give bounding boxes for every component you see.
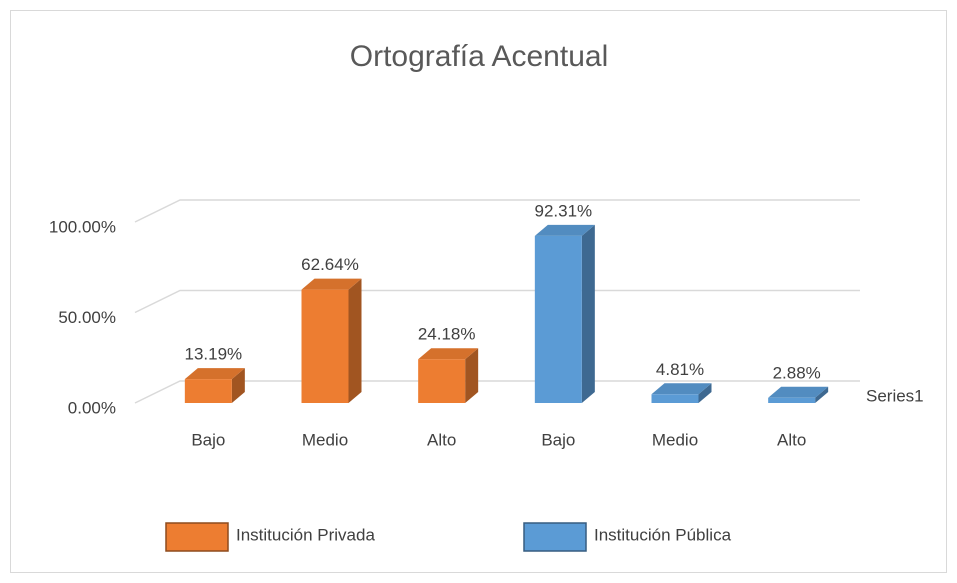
grid-line — [134, 289, 860, 314]
bar-side — [698, 383, 712, 403]
y-tick-label: 100.00% — [49, 217, 116, 236]
y-tick-label: 50.00% — [58, 308, 116, 327]
data-label: 62.64% — [301, 255, 359, 274]
x-tick-label: Alto — [427, 430, 456, 449]
legend-swatch — [165, 522, 229, 552]
grid-line — [134, 380, 860, 404]
bar — [184, 379, 232, 403]
x-tick-label: Medio — [652, 430, 698, 449]
bar — [651, 394, 699, 403]
bar-top — [768, 386, 829, 398]
bar-top — [301, 278, 362, 290]
bar-top — [534, 224, 595, 236]
legend-label: Institución Pública — [594, 525, 732, 544]
bar — [418, 359, 466, 403]
data-label: 4.81% — [656, 360, 704, 379]
data-label: 13.19% — [184, 345, 242, 364]
bar — [768, 397, 816, 403]
y-tick-label: 0.00% — [68, 398, 116, 417]
bar-top — [184, 368, 245, 380]
bar-side — [581, 224, 595, 403]
x-tick-label: Medio — [302, 430, 348, 449]
legend-swatch — [523, 522, 587, 552]
depth-label: Series1 — [866, 386, 924, 405]
bar-side — [231, 368, 245, 403]
grid-line — [134, 199, 860, 223]
legend-label: Institución Privada — [236, 525, 375, 544]
x-tick-label: Alto — [777, 430, 806, 449]
chart-title: Ortografía Acentual — [350, 40, 609, 73]
bar-side — [465, 348, 479, 403]
bar-top — [651, 383, 712, 395]
data-label: 2.88% — [773, 363, 821, 382]
bar-side — [348, 278, 362, 403]
data-label: 24.18% — [418, 325, 476, 344]
chart-border — [10, 10, 947, 573]
bar-top — [418, 348, 479, 360]
data-label: 92.31% — [534, 201, 592, 220]
x-tick-label: Bajo — [191, 430, 225, 449]
x-tick-label: Bajo — [541, 430, 575, 449]
bar — [301, 289, 349, 403]
bar-side — [815, 386, 829, 403]
bar — [534, 235, 582, 403]
